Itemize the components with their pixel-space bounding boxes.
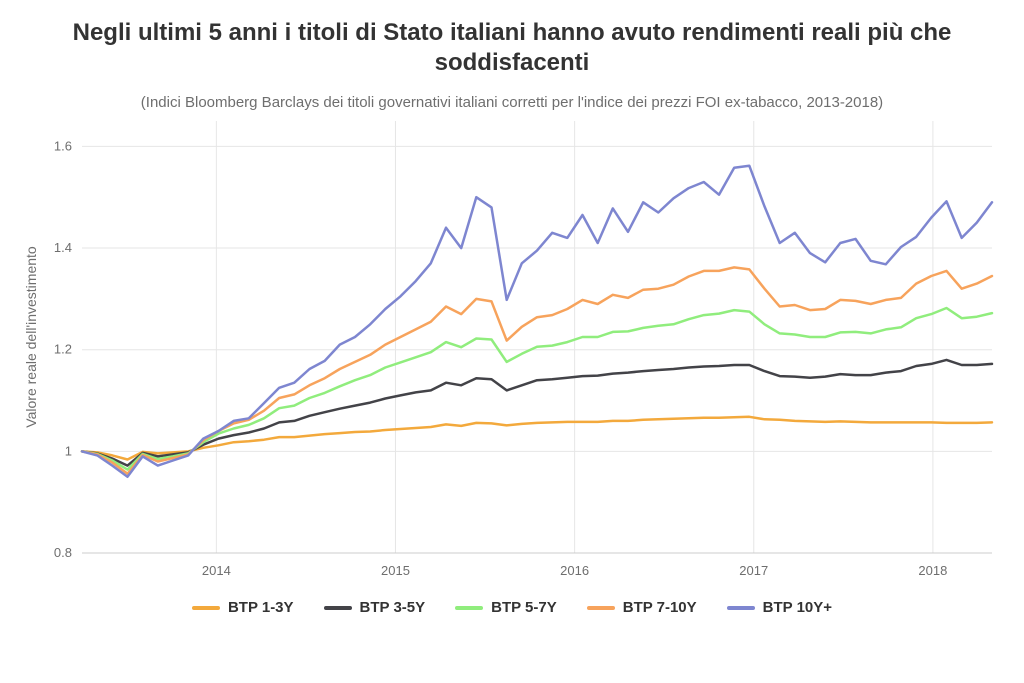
legend-item-0[interactable]: BTP 1-3Y: [192, 599, 294, 616]
y-tick-label: 1: [65, 443, 72, 458]
legend-label: BTP 7-10Y: [623, 599, 697, 616]
legend-label: BTP 10Y+: [763, 599, 832, 616]
legend-swatch: [587, 606, 615, 610]
series-line-1: [82, 360, 992, 466]
x-tick-label: 2018: [918, 563, 947, 578]
legend-swatch: [324, 606, 352, 610]
chart-plot-host: 0.8 1 1.2 1.4 1.6 2014 2015 2016 2017 2018 Valore …: [16, 113, 1008, 591]
y-tick-label: 1.2: [54, 342, 72, 357]
legend-item-4[interactable]: BTP 10Y+: [727, 599, 832, 616]
legend-item-1[interactable]: BTP 3-5Y: [324, 599, 426, 616]
legend-swatch: [192, 606, 220, 610]
chart-container: Negli ultimi 5 anni i titoli di Stato it…: [0, 0, 1024, 683]
y-tick-label: 1.4: [54, 240, 72, 255]
legend-swatch: [455, 606, 483, 610]
y-tick-label: 0.8: [54, 545, 72, 560]
legend-item-3[interactable]: BTP 7-10Y: [587, 599, 697, 616]
x-tick-label: 2015: [381, 563, 410, 578]
y-axis-label: Valore reale dell'investimento: [23, 246, 39, 428]
x-tick-label: 2014: [202, 563, 231, 578]
x-tick-label: 2017: [739, 563, 768, 578]
x-tick-label: 2016: [560, 563, 589, 578]
series-line-3: [82, 267, 992, 473]
legend-label: BTP 1-3Y: [228, 599, 294, 616]
chart-legend: BTP 1-3Y BTP 3-5Y BTP 5-7Y BTP 7-10Y BTP 10Y…: [16, 599, 1008, 616]
legend-item-2[interactable]: BTP 5-7Y: [455, 599, 557, 616]
series-line-4: [82, 166, 992, 477]
legend-swatch: [727, 606, 755, 610]
chart-subtitle: (Indici Bloomberg Barclays dei titoli go…: [62, 92, 962, 113]
y-tick-label: 1.6: [54, 138, 72, 153]
chart-svg: 0.8 1 1.2 1.4 1.6 2014 2015 2016 2017 2018 Valore …: [16, 113, 1008, 591]
legend-label: BTP 3-5Y: [360, 599, 426, 616]
chart-title: Negli ultimi 5 anni i titoli di Stato it…: [52, 18, 972, 78]
legend-label: BTP 5-7Y: [491, 599, 557, 616]
